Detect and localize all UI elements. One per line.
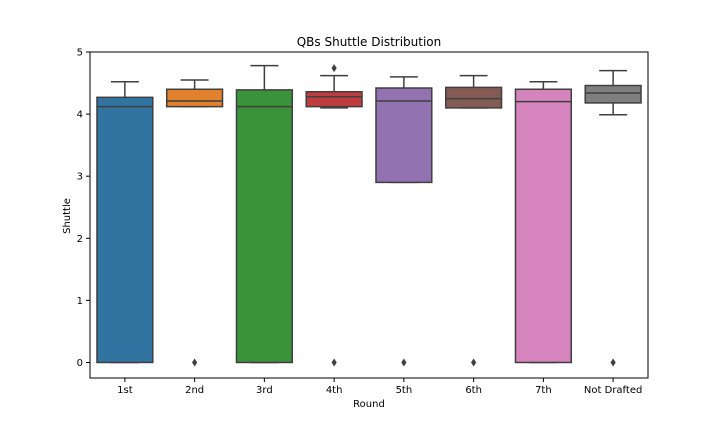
x-tick-label: 6th	[465, 385, 482, 396]
outlier-point	[401, 358, 407, 367]
y-tick-label: 4	[77, 110, 83, 121]
box-iqr	[235, 89, 294, 364]
box-iqr	[165, 88, 224, 108]
box-group-6	[444, 74, 503, 367]
y-tick-label: 1	[77, 296, 83, 307]
plot-frame	[89, 51, 649, 379]
y-tick-label: 0	[77, 358, 83, 369]
x-tick-label: 7th	[535, 385, 552, 396]
x-tick-label: 5th	[396, 385, 413, 396]
box-iqr	[514, 88, 573, 364]
outlier-point	[192, 358, 198, 367]
x-tick-label: Not Drafted	[584, 385, 642, 396]
x-axis-title: Round	[353, 399, 385, 410]
box-iqr	[444, 86, 503, 109]
y-tick-label: 2	[77, 234, 83, 245]
y-tick-label: 5	[77, 48, 83, 59]
box-group-7	[514, 81, 573, 364]
y-axis-title: Shuttle	[62, 198, 73, 234]
outlier-point	[331, 64, 337, 73]
outlier-point	[610, 358, 616, 367]
box-group-3	[235, 64, 294, 364]
box-group-8	[584, 69, 642, 367]
outlier-point	[471, 358, 477, 367]
box-iqr	[305, 90, 363, 108]
plot-area	[96, 64, 642, 367]
box-group-5	[375, 76, 433, 367]
box-group-2	[165, 79, 224, 367]
y-tick-label: 3	[77, 172, 83, 183]
chart-title: QBs Shuttle Distribution	[297, 35, 442, 49]
x-tick-label: 3rd	[256, 385, 273, 396]
x-tick-label: 1st	[117, 385, 133, 396]
box-iqr	[584, 84, 642, 104]
box-iqr	[96, 96, 154, 364]
x-tick-label: 2nd	[185, 385, 204, 396]
outlier-point	[331, 358, 337, 367]
x-tick-label: 4th	[326, 385, 343, 396]
box-iqr	[375, 87, 433, 184]
axes: 0 1 2 3 4 5 1st 2nd 3rd 4th 5th 6th 7th Not Drafted	[77, 48, 649, 396]
box-group-4	[305, 64, 363, 367]
box-group-1	[96, 81, 154, 364]
